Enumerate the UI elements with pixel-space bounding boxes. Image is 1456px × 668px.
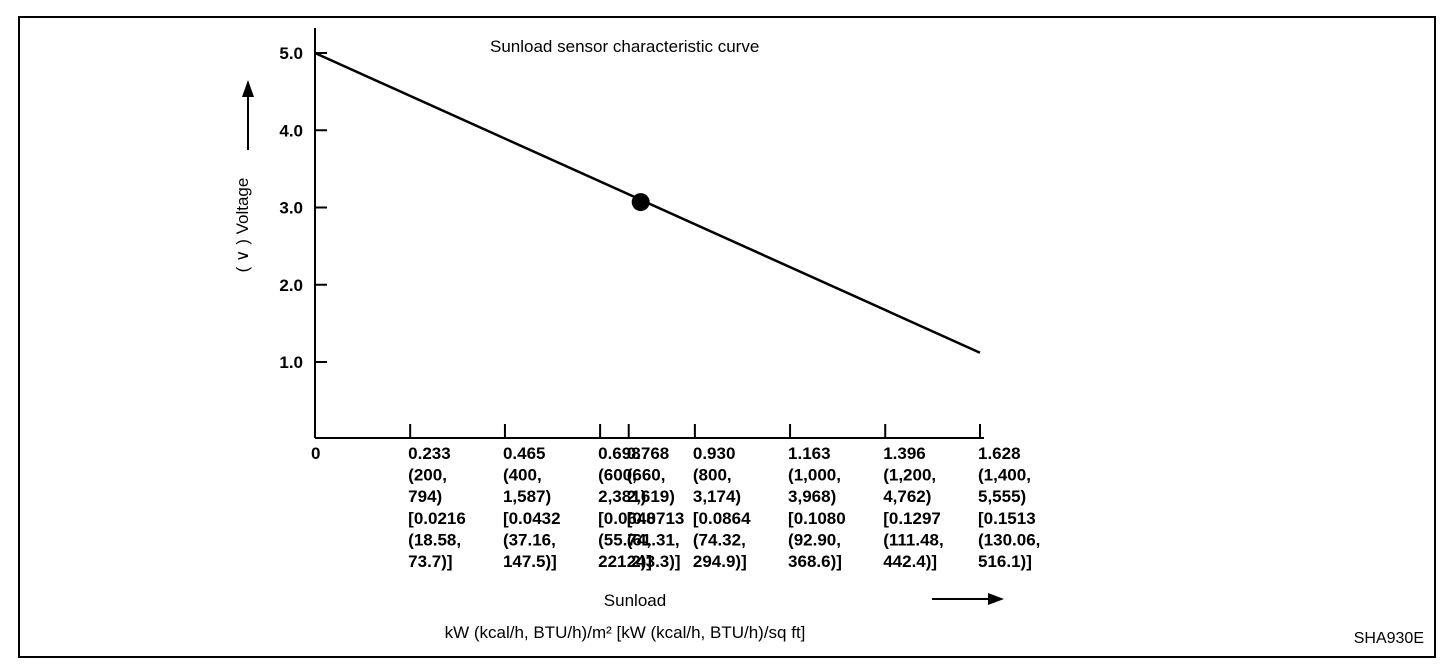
y-tick-label: 1.0 [279,353,303,372]
x-tick-label-line: 147.5)] [503,552,557,571]
y-tick-label: 5.0 [279,44,303,63]
x-tick-label-line: (92.90, [788,530,841,549]
y-tick-label: 2.0 [279,276,303,295]
x-tick-label-line: (1,200, [883,466,936,485]
marked-point [631,193,650,212]
y-ticks: 1.0 2.0 3.0 4.0 5.0 [279,44,327,372]
x-tick-label: 0.768 (660, 2,619) [0.0713 (61.31, 243.3)] [627,444,685,571]
x-tick-label-line: 0.233 [408,444,451,463]
x-tick-label-line: 0 [311,444,320,463]
x-tick-label-line: 3,968) [788,487,836,506]
x-tick-label-line: 221.2)] [598,552,652,571]
x-tick-label-line: 2,619) [627,487,675,506]
x-tick-label-line: (800, [693,466,732,485]
x-tick-label-line: 0.465 [503,444,546,463]
x-tick-label-line: 3,174) [693,487,741,506]
x-tick-label-line: (1,000, [788,466,841,485]
x-tick-label-line: (37.16, [503,530,556,549]
x-tick-label-line: 243.3)] [627,552,681,571]
x-tick-label: 0 [311,444,320,463]
x-tick-label-line: 73.7)] [408,552,452,571]
x-tick-label: 0.465 (400, 1,587) [0.0432 (37.16, 147.5)] [503,444,561,571]
x-axis-label: Sunload [604,591,666,610]
x-tick-label-line: [0.0648 [598,509,656,528]
x-tick-label-line: [0.1080 [788,509,846,528]
x-tick-label-line: (74.32, [693,530,746,549]
y-axis-label: ( ∨ ) Voltage [233,178,252,273]
x-tick-label-line: 0.698 [598,444,641,463]
axes [314,28,984,439]
chart-title: Sunload sensor characteristic curve [490,37,759,56]
x-tick-label: 0.233 (200, 794) [0.0216 (18.58, 73.7)] [408,444,466,571]
figure-code: SHA930E [1354,630,1424,647]
x-tick-label-line: 5,555) [978,487,1026,506]
x-tick-label: 1.163 (1,000, 3,968) [0.1080 (92.90, 368.6)] [788,444,846,571]
x-tick-label-line: 1.163 [788,444,831,463]
x-tick-label-line: 1.628 [978,444,1021,463]
x-tick-label-line: (660, [627,466,666,485]
x-tick-label-line: 516.1)] [978,552,1032,571]
y-tick-label: 4.0 [279,121,303,140]
x-axis-label-arrowhead [988,593,1004,605]
x-tick-label-line: (600, [598,466,637,485]
x-tick-label-line: [0.1513 [978,509,1036,528]
x-tick-label-line: [0.0432 [503,509,561,528]
x-tick-label-line: (400, [503,466,542,485]
figure-frame [18,16,1436,658]
y-tick-label: 3.0 [279,199,303,218]
x-tick-label-line: 442.4)] [883,552,937,571]
x-tick-label: 0.698 (600, 2,381) [0.0648 (55.74, 221.2)] [598,444,656,571]
x-tick-label-line: [0.1297 [883,509,941,528]
x-tick-label-line: (61.31, [627,530,680,549]
x-tick-label: 1.396 (1,200, 4,762) [0.1297 (111.48, 442.4)] [883,444,944,571]
x-tick-label-line: [0.0864 [693,509,751,528]
x-tick-label-line: (200, [408,466,447,485]
x-unit-label: kW (kcal/h, BTU/h)/m² [kW (kcal/h, BTU/h… [445,623,806,642]
x-tick-label-line: 368.6)] [788,552,842,571]
x-tick-label-line: 4,762) [883,487,931,506]
x-ticks: 0 0.233 (200, 794) [0.0216 (18.58, 73.7)] 0.465… [311,424,1040,571]
x-tick-label-line: (1,400, [978,466,1031,485]
x-tick-label-line: [0.0713 [627,509,685,528]
x-tick-label-line: 1.396 [883,444,926,463]
x-tick-label: 0.930 (800, 3,174) [0.0864 (74.32, 294.9)] [693,444,751,571]
x-tick-label-line: 294.9)] [693,552,747,571]
x-tick-label-line: 0.930 [693,444,736,463]
x-tick-label-line: (130.06, [978,530,1040,549]
x-tick-label-line: (55.74, [598,530,651,549]
x-tick-label-line: (18.58, [408,530,461,549]
x-tick-label-line: 1,587) [503,487,551,506]
x-tick-label: 1.628 (1,400, 5,555) [0.1513 (130.06, 516.1)] [978,444,1040,571]
series-layer [314,51,981,354]
x-tick-label-line: 2,381) [598,487,646,506]
x-tick-label-line: [0.0216 [408,509,466,528]
x-tick-label-line: (111.48, [883,530,944,549]
y-axis-label-arrowhead [242,80,254,97]
x-tick-label-line: 794) [408,487,442,506]
x-tick-label-line: 0.768 [627,444,670,463]
